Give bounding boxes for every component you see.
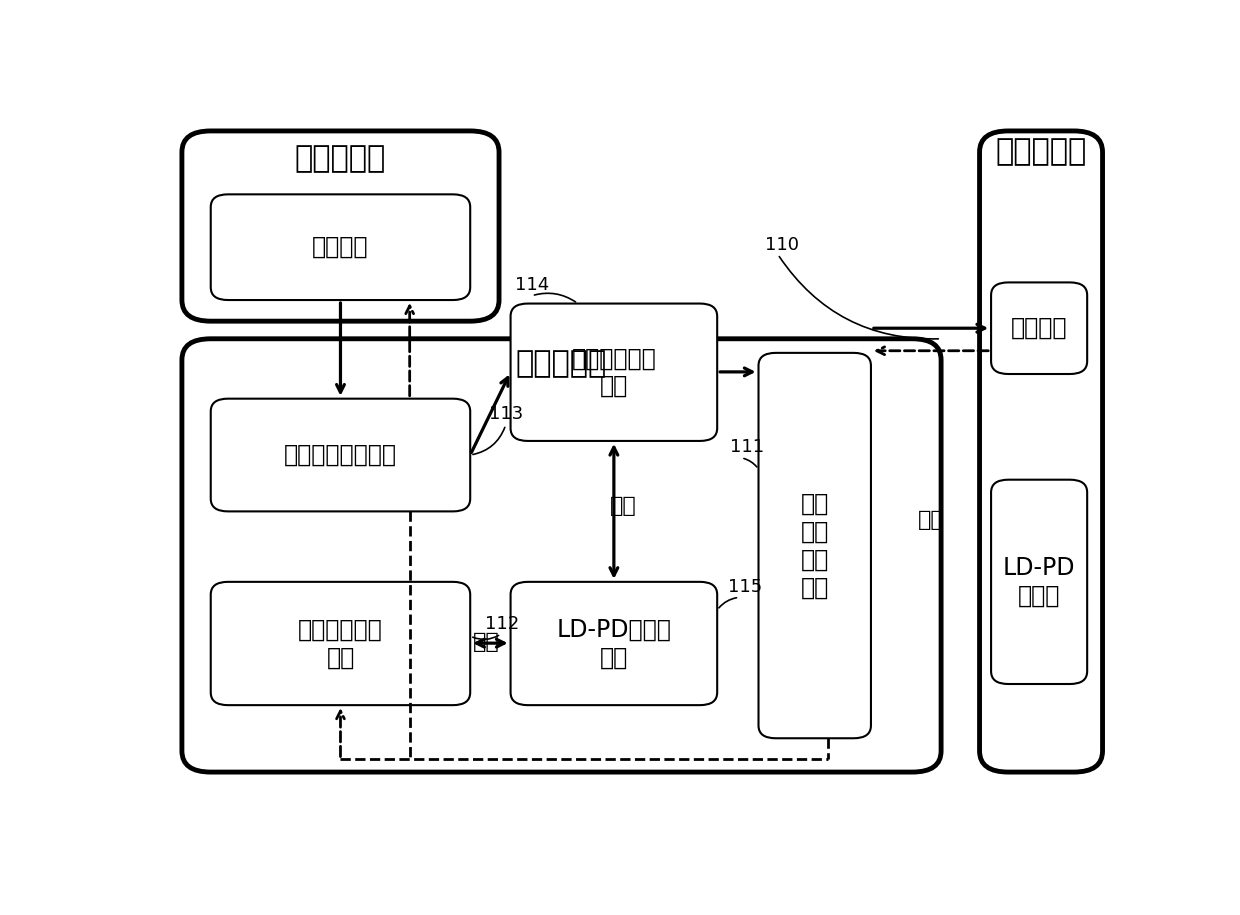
Text: 115: 115	[728, 578, 763, 596]
FancyBboxPatch shape	[182, 339, 941, 772]
Text: 报文接收解析
模块: 报文接收解析 模块	[298, 618, 383, 670]
FancyBboxPatch shape	[182, 131, 498, 321]
Text: 配置: 配置	[918, 510, 945, 530]
Text: 接口驱动层: 接口驱动层	[996, 137, 1086, 167]
Text: 波形组件: 波形组件	[312, 235, 368, 259]
Text: 110: 110	[765, 236, 800, 254]
Text: 报文发送封装
模块: 报文发送封装 模块	[572, 347, 656, 398]
FancyBboxPatch shape	[511, 582, 717, 705]
FancyBboxPatch shape	[211, 194, 470, 300]
Text: 114: 114	[516, 276, 549, 295]
FancyBboxPatch shape	[759, 353, 870, 738]
Text: 波形应用层: 波形应用层	[295, 145, 386, 174]
FancyBboxPatch shape	[511, 304, 717, 441]
Text: 查询: 查询	[474, 631, 500, 651]
Text: LD-PD
映射表: LD-PD 映射表	[1003, 556, 1075, 608]
Text: 113: 113	[490, 405, 523, 424]
Text: 组件接口适配模块: 组件接口适配模块	[284, 443, 397, 467]
Text: 查询: 查询	[610, 496, 637, 516]
Text: LD-PD映射表
模块: LD-PD映射表 模块	[557, 618, 671, 670]
Text: 111: 111	[729, 438, 764, 457]
Text: 112: 112	[485, 615, 518, 632]
Text: 总线
接口
适配
模块: 总线 接口 适配 模块	[801, 492, 828, 599]
Text: 总线驱动: 总线驱动	[1011, 317, 1068, 340]
FancyBboxPatch shape	[991, 283, 1087, 374]
FancyBboxPatch shape	[211, 399, 470, 511]
FancyBboxPatch shape	[980, 131, 1102, 772]
FancyBboxPatch shape	[211, 582, 470, 705]
Text: 硬件抽象层: 硬件抽象层	[516, 349, 608, 378]
FancyBboxPatch shape	[991, 479, 1087, 684]
